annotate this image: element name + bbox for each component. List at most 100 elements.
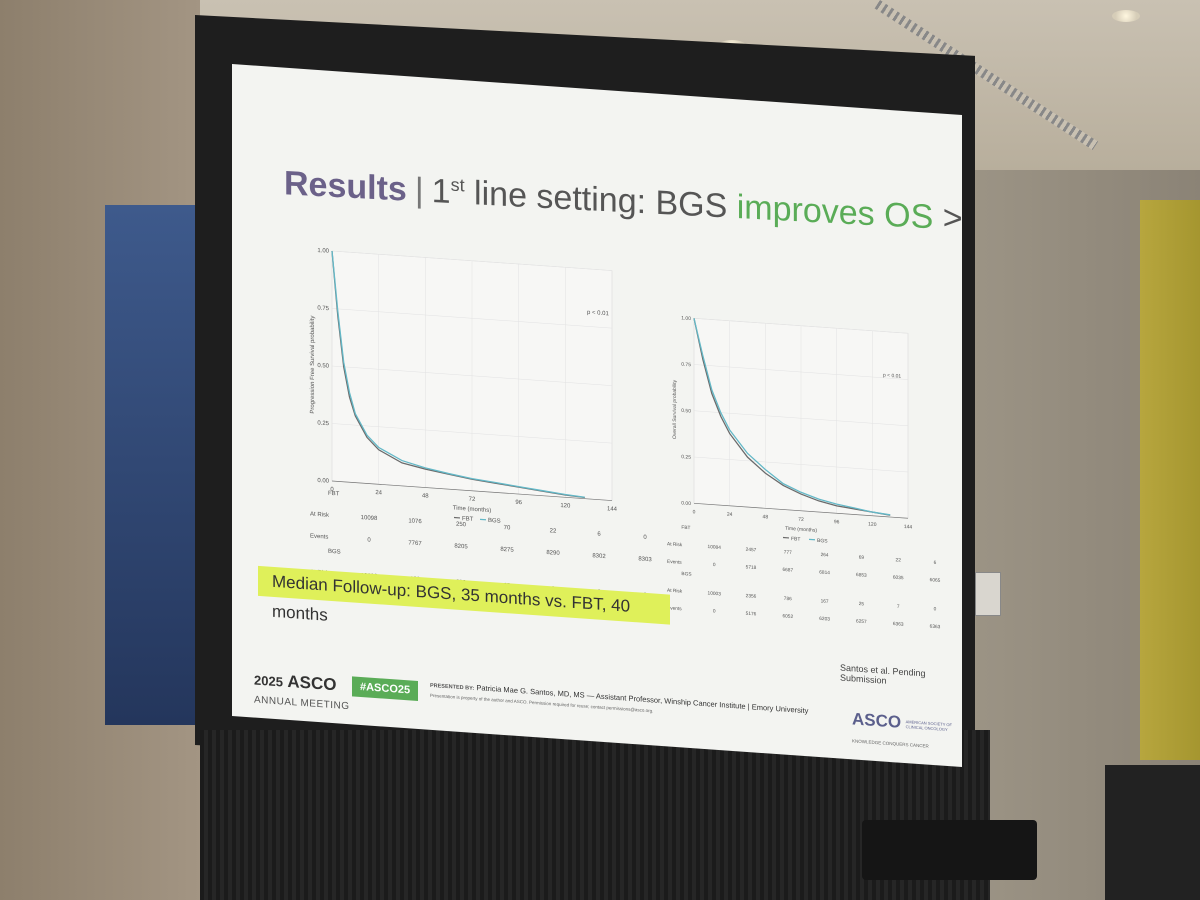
speaker <box>1105 765 1200 900</box>
title-separator: | <box>414 171 424 210</box>
risk-cell: 7 <box>896 604 900 610</box>
x-tick-label: 96 <box>834 519 840 525</box>
citation: Santos et al. Pending Submission <box>840 662 926 686</box>
y-tick-label: 0.00 <box>681 500 691 507</box>
x-tick-label: 144 <box>607 506 618 513</box>
title-part-1: 1 <box>431 171 451 211</box>
hashtag-badge: #ASCO25 <box>352 676 419 702</box>
x-axis <box>332 480 612 501</box>
yellow-wall-panel <box>1140 200 1200 760</box>
series-line-bgs <box>331 250 585 498</box>
presented-by-label: PRESENTED BY: <box>430 682 475 692</box>
y-tick-label: 0.25 <box>317 420 329 427</box>
risk-cell: 10084 <box>707 544 721 551</box>
wall-sign <box>975 572 1001 616</box>
footer-year: 2025 <box>254 672 283 690</box>
x-tick-label: 72 <box>798 517 804 523</box>
title-results: Results <box>284 164 407 209</box>
legend-label: BGS <box>817 538 828 545</box>
legend-label: BGS <box>488 518 501 525</box>
risk-cell: 1076 <box>408 518 422 526</box>
p-value-label: p < 0.01 <box>587 310 609 318</box>
risk-row-label: At Risk <box>667 588 683 595</box>
risk-cell: 8303 <box>638 556 652 564</box>
x-axis-label: Time (months) <box>453 505 491 514</box>
risk-cell: 2356 <box>745 593 757 600</box>
y-axis-label: Overall Survival probability <box>672 379 678 439</box>
y-tick-label: 1.00 <box>681 315 691 322</box>
y-tick-label: 1.00 <box>317 248 329 255</box>
os-risk-table: FBT At Risk 10084 2457 777 264 69 22 6 Events 0 571… <box>667 524 953 637</box>
y-tick-label: 0.75 <box>317 305 329 312</box>
title-superscript: st <box>450 174 465 196</box>
asco-society-logo: ASCO AMERICAN SOCIETY OF CLINICAL ONCOLO… <box>852 709 954 754</box>
x-axis-label: Time (months) <box>785 526 817 534</box>
slide-title: Results | 1st line setting: BGS improves O… <box>284 164 962 243</box>
asco-tagline: KNOWLEDGE CONQUERS CANCER <box>852 738 929 749</box>
grid-line-y <box>694 364 908 380</box>
risk-cell: 5718 <box>745 565 757 571</box>
footer-annual-meeting: ANNUAL MEETING <box>254 694 350 713</box>
x-tick-label: 0 <box>330 487 334 493</box>
asco-society-name: AMERICAN SOCIETY OF CLINICAL ONCOLOGY <box>905 719 952 733</box>
series-line-fbt <box>693 318 891 516</box>
grid-line-y <box>694 410 908 427</box>
legend-label: FBT <box>791 536 800 543</box>
y-tick-label: 0.50 <box>681 408 691 415</box>
risk-row-label: Events <box>310 533 329 541</box>
risk-cell: 6 <box>933 560 937 566</box>
x-tick-label: 120 <box>868 521 877 528</box>
ceiling-light <box>1112 10 1140 22</box>
x-tick-label: 72 <box>469 497 476 504</box>
y-tick-label: 0.00 <box>317 478 329 485</box>
risk-cell: 6363 <box>892 621 904 628</box>
grid-line-y <box>694 456 908 473</box>
grid-line-y <box>332 365 612 386</box>
p-value-label: p < 0.01 <box>883 373 901 380</box>
footer-asco: ASCO <box>287 671 337 695</box>
risk-cell: 8302 <box>592 553 606 561</box>
risk-cell: 10003 <box>707 591 721 597</box>
risk-cell: 6687 <box>782 567 794 574</box>
y-axis-label: Progression Free Survival probability <box>310 315 316 413</box>
risk-cell: 22 <box>895 557 901 564</box>
risk-cell: 0 <box>712 562 716 568</box>
risk-cell: 0 <box>643 534 647 541</box>
risk-cell: 6052 <box>782 614 794 620</box>
grid-line-y <box>332 250 612 271</box>
os-chart: 0 24 48 72 96 120 144 0.00 0.25 0.50 0.75 1.00 p < 0… <box>672 305 922 562</box>
series-line-bgs <box>693 318 891 516</box>
risk-cell: 10098 <box>360 514 378 523</box>
risk-cell: 6035 <box>892 575 904 581</box>
x-tick-label: 144 <box>904 524 913 531</box>
risk-cell: 0 <box>933 607 937 613</box>
presenter-info: PRESENTED BY: Patricia Mae G. Santos, MD… <box>430 680 810 725</box>
legend-label: FBT <box>462 516 474 523</box>
risk-cell: 8290 <box>546 549 560 557</box>
x-tick-label: 24 <box>375 490 382 497</box>
risk-cell: 5176 <box>745 611 757 618</box>
asco-right-wordmark: ASCO <box>852 709 902 732</box>
risk-cell: 2457 <box>745 547 757 554</box>
os-chart-svg: 0 24 48 72 96 120 144 0.00 0.25 0.50 0.75 1.00 p < 0… <box>672 315 913 545</box>
risk-cell: 6065 <box>929 577 941 584</box>
pfs-chart: 0 24 48 72 96 120 144 0.00 0.25 0.50 0.75 1.00 p < 0… <box>302 234 632 552</box>
risk-cell: 22 <box>549 528 557 535</box>
risk-cell: 167 <box>820 599 829 605</box>
risk-cell: 6853 <box>856 572 867 579</box>
pfs-chart-svg: 0 24 48 72 96 120 144 0.00 0.25 0.50 0.75 1.00 p < 0… <box>310 248 618 525</box>
y-tick-label: 0.75 <box>681 362 691 369</box>
risk-cell: 6363 <box>929 624 941 630</box>
grid-line-y <box>332 308 612 329</box>
x-tick-label: 96 <box>515 500 522 507</box>
risk-row-label: At Risk <box>667 542 683 548</box>
risk-cell: 250 <box>455 521 466 529</box>
risk-cell: 0 <box>712 609 716 615</box>
risk-row-label: At Risk <box>310 511 330 519</box>
x-tick-label: 48 <box>422 493 429 500</box>
blue-door <box>105 205 200 725</box>
grid-line-y <box>332 423 612 444</box>
risk-cell: 6203 <box>819 616 830 623</box>
y-tick-label: 0.25 <box>681 454 691 461</box>
risk-cell: 8205 <box>454 543 468 551</box>
